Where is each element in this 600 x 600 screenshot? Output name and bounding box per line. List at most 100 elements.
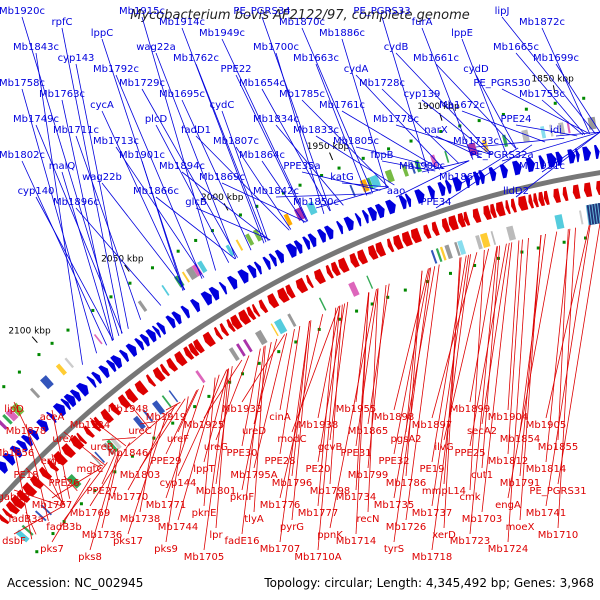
reverse-gene-label: fadE16 [224, 536, 259, 547]
forward-class-block-24 [283, 213, 293, 227]
forward-gene-label: cydC [210, 100, 235, 111]
forward-gene-label: Mb1792c [93, 64, 139, 75]
forward-gene-label: Mb1843c [13, 42, 59, 53]
forward-gene-label: Mb1896c [53, 197, 99, 208]
forward-gene-35 [218, 281, 228, 295]
tick-dot [2, 385, 6, 389]
reverse-gene-label: tyrS [384, 544, 404, 555]
forward-gene-68 [512, 160, 522, 176]
forward-leader-line [275, 52, 325, 214]
reverse-leader-line [329, 301, 349, 441]
forward-class-block-36 [444, 150, 450, 163]
forward-class-block-41 [540, 125, 547, 139]
forward-gene-48 [324, 225, 334, 240]
forward-gene-61 [444, 179, 452, 194]
reverse-gene-label: Mb1738 [120, 514, 160, 525]
forward-gene-45 [302, 236, 311, 250]
reverse-class-block-10 [133, 415, 146, 430]
forward-gene-31 [180, 305, 191, 319]
reverse-leader-line [367, 288, 379, 513]
reverse-gene-44 [325, 264, 334, 279]
forward-leader-line [381, 88, 460, 164]
forward-leader-line [501, 131, 600, 162]
reverse-leader-line [25, 511, 37, 535]
reverse-class-block-7 [102, 442, 115, 456]
reverse-gene-label: Mb1904 [488, 412, 528, 423]
forward-gene-39 [253, 261, 263, 275]
forward-leader-line [421, 99, 492, 156]
forward-gene-50 [343, 216, 354, 232]
reverse-class-block-2 [34, 510, 47, 522]
reverse-leader-line [481, 245, 501, 469]
forward-gene-label: fadD1 [181, 125, 211, 136]
reverse-gene-label: Mb1710 [538, 530, 578, 541]
forward-class-block-9 [40, 375, 54, 390]
tick-dot [150, 266, 154, 270]
forward-gene-52 [361, 209, 369, 224]
kbp-tick-mark [329, 152, 334, 161]
reverse-gene-25 [174, 351, 188, 367]
forward-leader-line [301, 27, 374, 194]
forward-gene-label: lppC [91, 28, 113, 39]
forward-gene-label: cyp139 [404, 89, 441, 100]
tick-dot [361, 156, 365, 160]
forward-class-block-20 [225, 244, 235, 257]
topology-text: Topology: circular; Length: 4,345,492 bp… [264, 576, 594, 590]
forward-gene-label: cydB [384, 42, 409, 53]
reverse-leader-line [203, 377, 216, 507]
reverse-class-block-20 [270, 323, 279, 337]
forward-gene-label: PPE22 [220, 64, 251, 75]
reverse-leader-line [507, 238, 529, 543]
forward-gene-label: Mb1870c [279, 17, 325, 28]
reverse-class-block-15 [195, 370, 206, 384]
reverse-gene-22 [152, 366, 166, 382]
genome-backbone [0, 170, 600, 504]
reverse-gene-label: Mb1705 [184, 552, 224, 563]
reverse-gene-54 [410, 227, 422, 244]
forward-gene-19 [98, 365, 110, 379]
forward-gene-label: Mb1833c [293, 125, 339, 136]
reverse-gene-38 [267, 293, 280, 309]
forward-leader-line [261, 160, 305, 224]
tick-dot [337, 166, 341, 170]
forward-gene-label: Mb1807c [213, 136, 259, 147]
reverse-leader-line [203, 368, 230, 463]
forward-leader-line [475, 137, 565, 148]
forward-gene-65 [478, 169, 486, 185]
reverse-gene-label: ureB [90, 442, 113, 453]
reverse-class-block-23 [318, 297, 327, 311]
forward-leader-line [515, 124, 578, 137]
tick-dot [473, 263, 477, 267]
forward-gene-34 [208, 286, 220, 301]
forward-gene-label: Mb1733c [453, 136, 499, 147]
forward-gene-label: PPE34 [420, 197, 451, 208]
reverse-gene-57 [441, 217, 451, 233]
forward-leader-line [21, 16, 120, 336]
forward-gene-label: Mb1931c [519, 161, 565, 172]
reverse-gene-label: lipD [4, 404, 24, 415]
reverse-leader-line [431, 254, 471, 551]
reverse-gene-label: pgsA2 [390, 434, 421, 445]
reverse-leader-line [177, 369, 228, 477]
reverse-leader-line [367, 283, 390, 425]
forward-gene-label: Mb1758c [0, 78, 45, 89]
reverse-leader-line [63, 475, 78, 492]
reverse-gene-label: Mb1924 [70, 420, 110, 431]
reverse-class-block-35 [506, 225, 517, 241]
forward-class-block-42 [548, 124, 554, 137]
reverse-gene-label: mgtC [77, 464, 104, 475]
reverse-gene-label: PPE25 [454, 448, 485, 459]
reverse-class-block-19 [254, 329, 268, 346]
forward-gene-label: Mb1713c [93, 136, 139, 147]
tick-dot [241, 372, 245, 376]
forward-gene-10 [36, 419, 49, 433]
reverse-gene-39 [277, 287, 290, 303]
tick-dot [91, 308, 95, 312]
reverse-leader-line [127, 404, 178, 447]
reverse-gene-label: Mb1777 [298, 508, 338, 519]
reverse-gene-9 [53, 450, 68, 466]
reverse-leader-line [443, 257, 462, 485]
reverse-class-block-0 [15, 529, 30, 543]
forward-class-block-11 [64, 357, 75, 369]
forward-class-block-14 [161, 284, 170, 296]
